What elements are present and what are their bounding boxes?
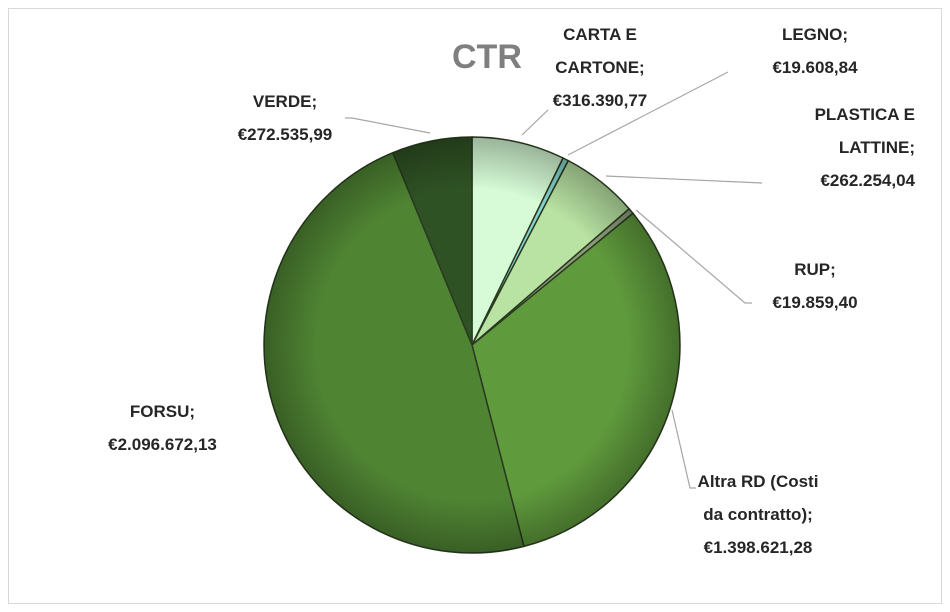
data-label: FORSU; €2.096.672,13 (75, 395, 250, 461)
value-label: €1.398.621,28 (703, 538, 813, 557)
data-label: LEGNO; €19.608,84 (745, 18, 885, 84)
category-label: VERDE (252, 92, 312, 111)
chart-title: CTR (452, 38, 522, 76)
label-separator: ; (311, 92, 318, 111)
category-label: RUP (794, 260, 831, 279)
label-separator: ; (842, 25, 849, 44)
data-label: RUP; €19.859,40 (745, 253, 885, 319)
data-label: Altra RD (Costi da contratto); €1.398.621… (688, 465, 828, 564)
leader-lines (345, 71, 763, 489)
category-label: FORSU (129, 402, 190, 421)
label-separator: ; (189, 402, 196, 421)
label-separator: ; (909, 138, 915, 157)
pie (263, 136, 681, 554)
data-label: PLASTICA E LATTINE; €262.254,04 (780, 98, 915, 197)
leader-line (521, 109, 549, 136)
category-label: LEGNO (781, 25, 843, 44)
value-label: €2.096.672,13 (108, 435, 217, 454)
category-label: PLASTICA E LATTINE (814, 105, 915, 157)
category-label: Altra RD (Costi da contratto) (697, 472, 819, 524)
value-label: €19.859,40 (772, 293, 858, 312)
label-separator: ; (639, 58, 645, 77)
value-label: €272.535,99 (237, 125, 333, 144)
leader-line (605, 175, 763, 184)
data-label: CARTA E CARTONE; €316.390,77 (530, 18, 670, 117)
value-label: €316.390,77 (552, 91, 648, 110)
leader-line (567, 71, 729, 156)
value-label: €262.254,04 (820, 171, 915, 190)
data-label: VERDE; €272.535,99 (200, 85, 370, 151)
leader-line (635, 209, 752, 304)
label-separator: ; (830, 260, 836, 279)
category-label: CARTA E CARTONE (555, 25, 640, 77)
label-separator: ; (807, 505, 813, 524)
leader-line (671, 409, 696, 489)
leader-line (345, 117, 431, 134)
value-label: €19.608,84 (772, 58, 858, 77)
